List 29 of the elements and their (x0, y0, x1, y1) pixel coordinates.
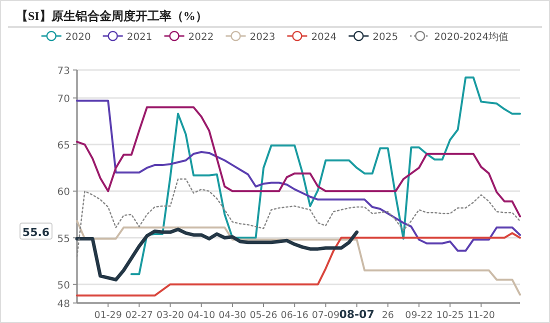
legend-label: 2020-2024均值 (434, 31, 509, 43)
x-tick-label: 08-07 (339, 308, 374, 321)
x-tick-label: 04-10 (188, 310, 216, 321)
x-tick-label: 05-26 (250, 310, 278, 321)
chart-title: 【SI】原生铝合金周度开工率（%） (16, 9, 208, 23)
x-tick-label: 01-29 (94, 310, 122, 321)
x-tick-label: 09-22 (405, 310, 433, 321)
x-tick-label: 04-30 (218, 310, 246, 321)
x-tick-label: 11-20 (467, 310, 495, 321)
legend-label: 2023 (250, 32, 276, 43)
y-tick-label: 48 (57, 299, 70, 310)
legend-label: 2022 (188, 32, 214, 43)
x-tick-label: 06-16 (280, 310, 308, 321)
legend-label: 2024 (311, 32, 337, 43)
x-tick-label: 03-20 (156, 310, 184, 321)
y-tick-label: 50 (57, 280, 70, 292)
y-tick-label: 70 (57, 94, 70, 105)
y-tick-label: 73 (57, 66, 70, 77)
pointer-label: 55.6 (20, 222, 52, 240)
legend-label: 2025 (372, 32, 398, 43)
legend-label: 2021 (126, 32, 152, 43)
y-tick-label: 55 (57, 234, 70, 245)
legend-label: 2020 (65, 32, 91, 43)
x-tick-label: 07-09 (312, 310, 340, 321)
x-tick-label: 10-25 (436, 310, 464, 321)
x-tick-label: 26 (382, 310, 394, 321)
y-tick-label: 65 (57, 140, 70, 152)
y-tick-label: 60 (57, 187, 70, 198)
x-tick-label: 02-27 (125, 310, 153, 321)
